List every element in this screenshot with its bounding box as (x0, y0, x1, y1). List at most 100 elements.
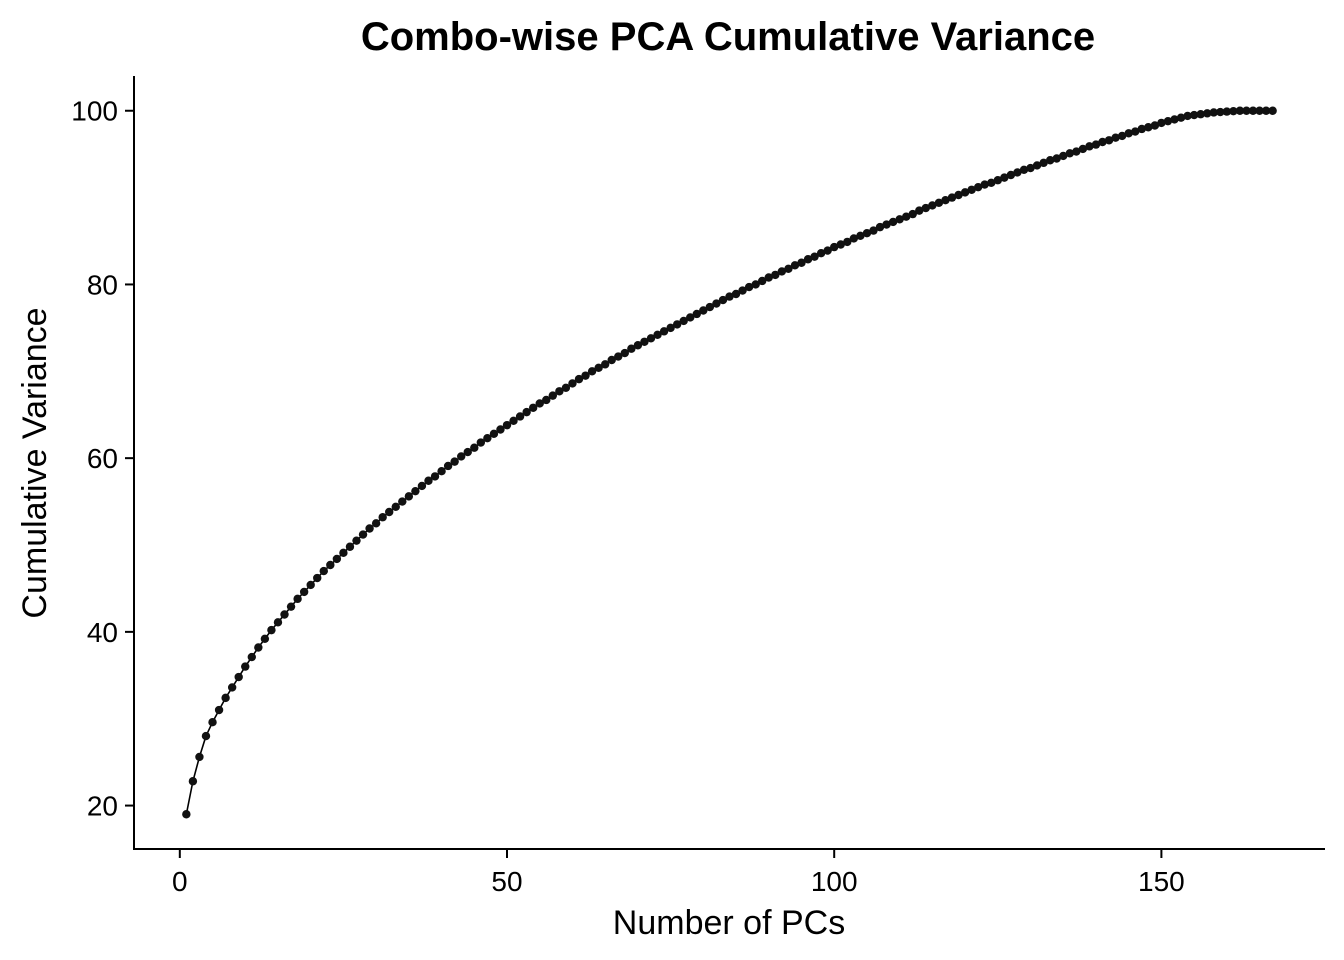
x-tick-label: 150 (1138, 866, 1185, 897)
data-point (1222, 107, 1232, 116)
data-point (699, 306, 708, 315)
data-point (1255, 106, 1264, 115)
data-point (888, 217, 898, 227)
data-point (653, 330, 662, 340)
data-point (280, 610, 289, 619)
data-point (398, 497, 407, 506)
data-point (345, 542, 355, 551)
data-point (1189, 110, 1199, 120)
data-point (816, 248, 826, 258)
data-point (947, 193, 957, 202)
data-point (208, 717, 217, 727)
plot-area: 0 50 100 150 20 40 60 80 100 (71, 76, 1325, 897)
data-point (332, 554, 342, 564)
data-point (509, 416, 518, 426)
data-point (1045, 156, 1055, 165)
data-point (784, 264, 793, 274)
data-point (692, 309, 701, 319)
data-point (882, 220, 891, 229)
data-point (1039, 158, 1048, 168)
data-point (306, 580, 315, 590)
data-point (260, 634, 270, 644)
data-point (705, 302, 715, 312)
data-point (1111, 133, 1120, 142)
data-point (672, 320, 682, 329)
data-point (941, 196, 950, 205)
data-point (640, 337, 649, 346)
data-point (188, 777, 198, 786)
data-point (515, 412, 525, 421)
data-point (594, 363, 603, 373)
y-tick-label: 60 (87, 443, 118, 474)
data-point (1137, 124, 1146, 134)
data-point (430, 472, 440, 481)
data-point (201, 731, 211, 741)
data-point (607, 355, 616, 365)
data-point (221, 693, 230, 703)
data-point (1072, 147, 1081, 156)
data-point (908, 209, 917, 219)
data-point (1006, 170, 1016, 180)
data-point (1131, 127, 1140, 136)
data-point (738, 286, 747, 295)
data-point (1268, 106, 1277, 115)
series-points (182, 106, 1277, 819)
data-point (869, 226, 878, 235)
data-point (718, 295, 728, 305)
data-point (901, 212, 911, 221)
data-point (1248, 106, 1258, 115)
data-point (1196, 110, 1205, 119)
data-point (803, 255, 813, 264)
data-point (404, 492, 414, 501)
data-point (960, 188, 970, 197)
data-point (241, 662, 250, 671)
data-point (227, 683, 237, 692)
data-point (627, 344, 636, 353)
data-point (1242, 106, 1251, 115)
data-point (1026, 163, 1035, 173)
data-point (1209, 108, 1218, 117)
data-point (1098, 137, 1107, 147)
data-point (463, 447, 472, 457)
chart-title: Combo-wise PCA Cumulative Variance (361, 15, 1095, 59)
data-point (391, 502, 400, 511)
data-point (1104, 136, 1114, 145)
data-point (437, 466, 446, 476)
data-point (476, 438, 486, 447)
data-point (1183, 111, 1192, 121)
data-point (273, 618, 283, 627)
data-point (385, 507, 394, 517)
data-point (993, 176, 1002, 185)
data-point (1065, 149, 1074, 158)
data-point (810, 252, 819, 261)
data-point (659, 327, 669, 336)
x-tick-label: 100 (811, 866, 858, 897)
data-point (633, 341, 643, 350)
data-point (980, 180, 989, 189)
data-point (528, 403, 538, 412)
data-point (600, 360, 610, 369)
data-point (443, 461, 453, 471)
data-point (731, 289, 741, 299)
data-point (581, 371, 590, 380)
data-point (574, 374, 584, 384)
data-point (417, 481, 427, 491)
data-point (293, 594, 302, 604)
data-point (1170, 115, 1179, 124)
data-point (1052, 154, 1061, 163)
data-point (725, 292, 734, 301)
data-point (365, 524, 374, 533)
x-tick-label: 0 (172, 866, 188, 897)
data-point (1144, 123, 1153, 132)
data-point (424, 476, 433, 485)
data-point (450, 457, 459, 466)
data-point (587, 367, 597, 376)
y-tick-label: 40 (87, 617, 118, 648)
data-point (973, 182, 983, 192)
data-point (686, 313, 695, 322)
data-point (1229, 106, 1238, 116)
data-point (928, 201, 937, 210)
data-point (489, 429, 499, 439)
data-point (679, 316, 688, 326)
